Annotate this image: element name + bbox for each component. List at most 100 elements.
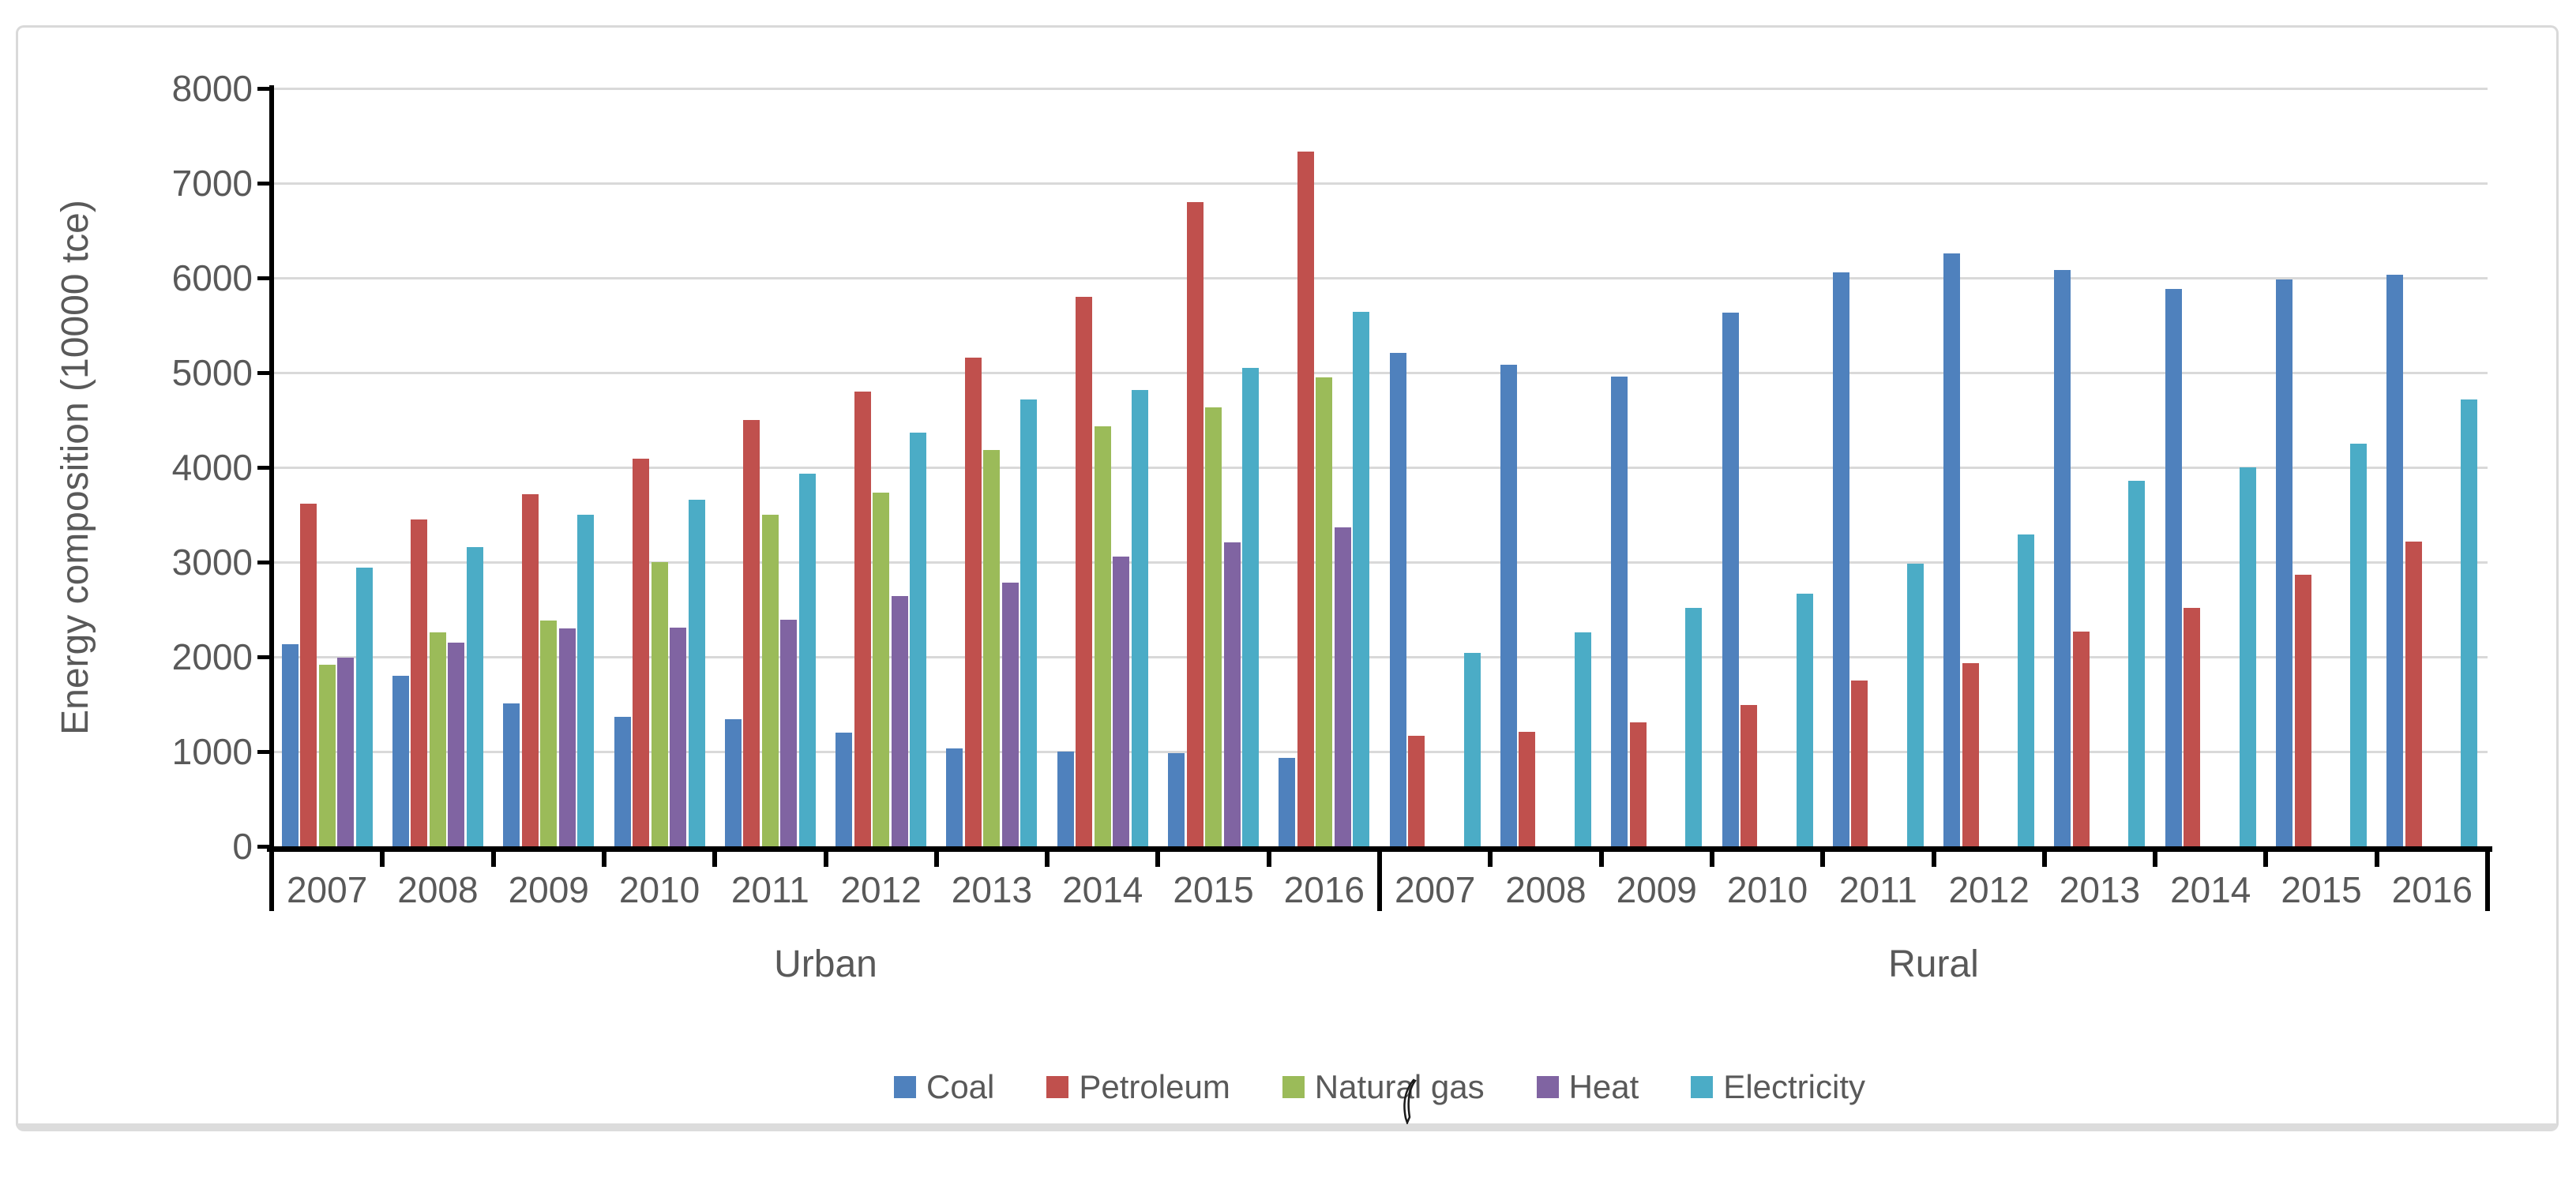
bar-urban-2012-coal (836, 733, 853, 846)
x-year-label: 2009 (1616, 869, 1697, 910)
x-year-label: 2011 (1838, 869, 1917, 910)
bar-urban-2010-natural-gas (651, 562, 668, 846)
bar-urban-2008-natural-gas (429, 632, 446, 846)
bar-urban-2014-heat (1113, 556, 1130, 846)
y-tick-label: 5000 (171, 352, 253, 393)
x-year-label: 2010 (618, 869, 700, 910)
bar-urban-2016-natural-gas (1316, 377, 1333, 846)
bar-urban-2015-heat (1223, 542, 1241, 846)
bar-urban-2009-electricity (577, 515, 595, 846)
y-axis-tick (257, 87, 270, 91)
bar-urban-2008-coal (392, 676, 409, 846)
bar-rural-2013-coal (2054, 270, 2071, 846)
bar-urban-2013-petroleum (964, 357, 982, 846)
gridline (272, 277, 2488, 279)
y-tick-label: 0 (232, 826, 253, 867)
legend-swatch-icon (1282, 1076, 1305, 1098)
bar-rural-2016-electricity (2461, 399, 2478, 846)
y-axis-tick (257, 371, 270, 375)
bar-urban-2015-natural-gas (1205, 407, 1222, 846)
legend-swatch-icon (893, 1076, 916, 1098)
x-year-label: 2012 (1948, 869, 2030, 910)
x-year-label: 2015 (2281, 869, 2362, 910)
bar-rural-2011-coal (1832, 272, 1849, 846)
bar-urban-2014-electricity (1131, 389, 1148, 846)
legend-swatch-icon (1046, 1076, 1069, 1098)
bar-rural-2016-coal (2386, 275, 2404, 846)
legend-item-coal: Coal (893, 1071, 994, 1104)
bar-urban-2010-coal (614, 716, 631, 846)
bar-urban-2010-heat (670, 627, 687, 846)
bar-rural-2009-coal (1611, 376, 1628, 846)
x-year-label: 2007 (286, 869, 368, 910)
x-year-label: 2013 (2059, 869, 2141, 910)
x-axis-tick (712, 846, 718, 867)
bar-rural-2009-petroleum (1629, 722, 1647, 846)
gridline (272, 88, 2488, 90)
bar-rural-2008-coal (1500, 365, 1517, 846)
bar-urban-2011-coal (724, 719, 742, 846)
x-axis-tick (2374, 846, 2379, 867)
bar-urban-2011-electricity (798, 474, 816, 846)
bar-urban-2012-petroleum (854, 392, 871, 846)
bar-urban-2016-petroleum (1297, 152, 1314, 846)
y-tick-label: 2000 (171, 636, 253, 677)
x-axis-tick (1709, 846, 1714, 867)
bar-urban-2007-natural-gas (318, 664, 336, 846)
x-year-label: 2012 (840, 869, 922, 910)
gridline (272, 656, 2488, 658)
bar-urban-2013-heat (1001, 583, 1019, 846)
bar-rural-2007-electricity (1463, 653, 1481, 846)
x-axis-section-divider (1377, 846, 1382, 911)
legend-swatch-icon (1536, 1076, 1559, 1098)
x-year-label: 2008 (397, 869, 479, 910)
y-axis-line (269, 85, 274, 852)
y-axis-tick (257, 182, 270, 186)
bar-rural-2010-petroleum (1740, 705, 1758, 846)
x-axis-section-divider (2485, 846, 2490, 911)
gridline (272, 561, 2488, 564)
legend-label: Electricity (1723, 1068, 1866, 1105)
bar-urban-2009-natural-gas (540, 621, 558, 846)
bar-urban-2007-electricity (355, 568, 373, 846)
x-axis-tick (2153, 846, 2158, 867)
x-axis-tick (2041, 846, 2047, 867)
bar-rural-2012-coal (1943, 253, 1961, 846)
y-axis-tick (257, 276, 270, 280)
bar-rural-2015-petroleum (2294, 574, 2311, 846)
y-tick-label: 6000 (171, 257, 253, 298)
bar-urban-2013-coal (946, 748, 963, 846)
bar-urban-2008-petroleum (411, 519, 428, 846)
bar-rural-2015-coal (2276, 279, 2293, 846)
bar-urban-2013-natural-gas (983, 450, 1001, 846)
y-tick-label: 3000 (171, 542, 253, 583)
legend-item-natural-gas: Natural gas (1282, 1071, 1485, 1104)
bar-urban-2011-petroleum (743, 420, 760, 846)
bar-urban-2012-natural-gas (873, 493, 890, 846)
y-tick-label: 1000 (171, 731, 253, 772)
bar-urban-2012-heat (891, 596, 908, 846)
y-tick-label: 8000 (171, 68, 253, 109)
bar-urban-2009-coal (503, 703, 520, 846)
bar-urban-2015-coal (1168, 753, 1185, 846)
y-axis-tick (257, 655, 270, 659)
bar-urban-2008-heat (448, 643, 465, 846)
y-axis-tick (257, 750, 270, 754)
bar-urban-2008-electricity (466, 546, 483, 846)
y-tick-label: 4000 (171, 447, 253, 488)
x-axis-tick (1820, 846, 1826, 867)
bar-urban-2014-natural-gas (1094, 426, 1111, 846)
bar-rural-2008-electricity (1574, 632, 1591, 846)
x-year-label: 2011 (730, 869, 809, 910)
legend-item-electricity: Electricity (1691, 1071, 1865, 1104)
bar-urban-2010-electricity (688, 499, 705, 846)
bar-urban-2012-electricity (910, 432, 927, 846)
x-year-label: 2015 (1173, 869, 1254, 910)
legend-label: Heat (1568, 1068, 1639, 1105)
y-axis-tick (257, 845, 270, 849)
bar-urban-2016-electricity (1353, 312, 1370, 846)
gridline (272, 372, 2488, 374)
gridline (272, 182, 2488, 185)
section-label: Rural (1888, 943, 1979, 985)
